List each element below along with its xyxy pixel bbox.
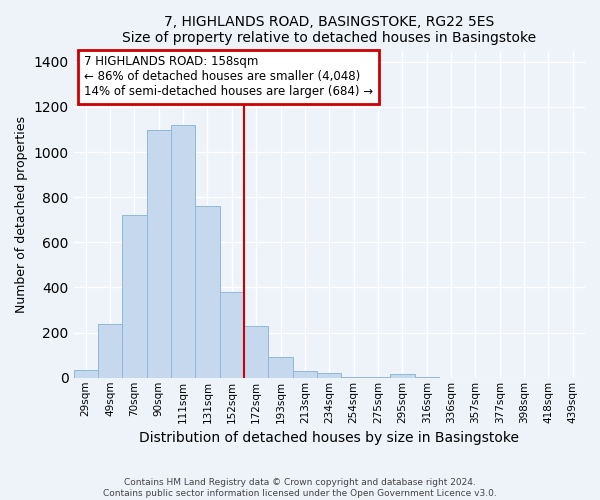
Bar	[317, 374, 341, 378]
Bar	[98, 324, 122, 378]
Bar	[366, 377, 390, 378]
Bar	[268, 358, 293, 378]
Text: 7 HIGHLANDS ROAD: 158sqm
← 86% of detached houses are smaller (4,048)
14% of sem: 7 HIGHLANDS ROAD: 158sqm ← 86% of detach…	[84, 56, 373, 98]
X-axis label: Distribution of detached houses by size in Basingstoke: Distribution of detached houses by size …	[139, 431, 519, 445]
Bar	[293, 371, 317, 378]
Bar	[220, 292, 244, 378]
Bar	[122, 216, 146, 378]
Y-axis label: Number of detached properties: Number of detached properties	[15, 116, 28, 312]
Bar	[244, 326, 268, 378]
Bar	[74, 370, 98, 378]
Text: Contains HM Land Registry data © Crown copyright and database right 2024.
Contai: Contains HM Land Registry data © Crown c…	[103, 478, 497, 498]
Bar	[341, 376, 366, 378]
Bar	[146, 130, 171, 378]
Title: 7, HIGHLANDS ROAD, BASINGSTOKE, RG22 5ES
Size of property relative to detached h: 7, HIGHLANDS ROAD, BASINGSTOKE, RG22 5ES…	[122, 15, 536, 45]
Bar	[390, 374, 415, 378]
Bar	[196, 206, 220, 378]
Bar	[171, 125, 196, 378]
